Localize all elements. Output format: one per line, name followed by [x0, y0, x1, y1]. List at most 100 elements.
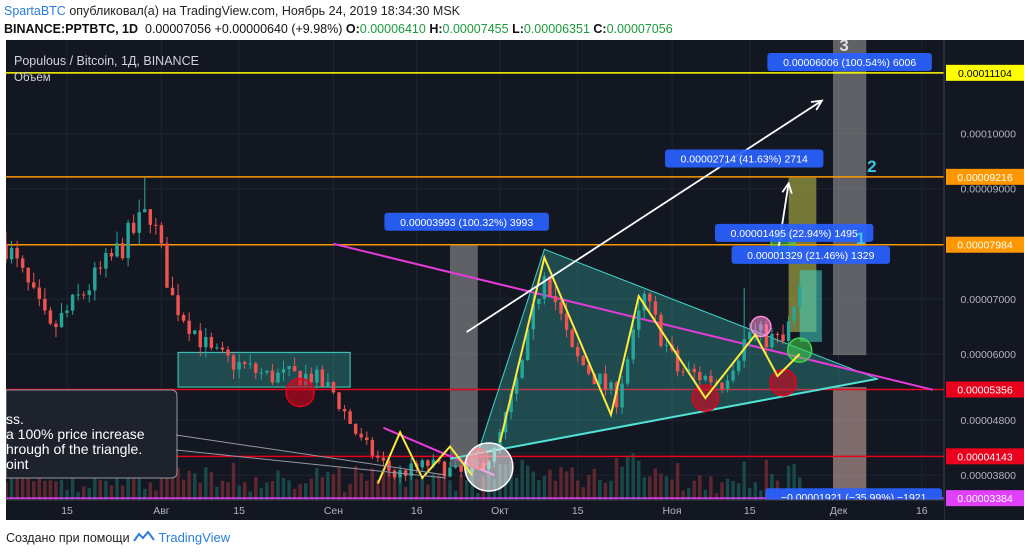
volume-bar	[326, 471, 330, 500]
candle-body	[381, 457, 386, 461]
volume-bar	[714, 493, 719, 500]
volume-bar	[126, 471, 130, 500]
volume-bar	[370, 468, 375, 500]
measure-box	[799, 270, 822, 342]
volume-bar	[509, 461, 513, 500]
footer-created: Создано при помощи	[6, 531, 130, 545]
volume-bar	[531, 471, 535, 500]
volume-bar	[81, 486, 86, 500]
candle-body	[342, 408, 347, 412]
candle-body	[403, 470, 408, 476]
candle-body	[609, 382, 613, 390]
candle-body	[775, 333, 780, 335]
volume-bar	[537, 480, 541, 500]
measure-box	[832, 40, 867, 356]
volume-bar	[376, 479, 380, 500]
price-axis[interactable]	[944, 40, 1024, 520]
tradingview-logo-icon	[133, 530, 155, 542]
candle-body	[331, 382, 336, 393]
candle-body	[387, 460, 391, 471]
candle-body	[420, 460, 424, 468]
candle-body	[4, 243, 8, 260]
candle-body	[548, 276, 552, 296]
volume-bar	[220, 480, 225, 500]
note-line-1: ss.	[6, 411, 24, 427]
volume-bar	[448, 480, 452, 500]
volume-bar	[703, 489, 708, 500]
x-tick-label: 15	[572, 505, 584, 517]
close-label: C:	[593, 22, 607, 36]
candle-body	[37, 287, 42, 299]
candle-body	[165, 243, 169, 288]
volume-bar	[115, 469, 119, 500]
x-tick-label: 15	[744, 505, 756, 517]
candle-body	[698, 372, 702, 381]
open-label: O:	[345, 22, 360, 36]
measure-label-bg	[767, 53, 932, 72]
candle-body	[226, 349, 230, 356]
candle-body	[187, 320, 191, 334]
candle-body	[675, 350, 680, 372]
candle-body	[26, 267, 30, 283]
volume-bar	[564, 471, 569, 500]
volume-bar	[315, 467, 319, 500]
candle-body	[309, 373, 313, 383]
chart[interactable]: 0.00003993 (100.32%) 3993 0.00006006 (100…	[4, 36, 1024, 520]
candle-body	[276, 372, 280, 383]
candle-body	[542, 276, 547, 299]
candle-body	[137, 212, 141, 233]
volume-bar	[170, 471, 175, 500]
volume-bar	[609, 480, 613, 500]
note-box[interactable]: ss. a 100% price increase hrough of the …	[5, 389, 447, 479]
candle-body	[126, 222, 130, 259]
volume-bar	[20, 474, 25, 500]
chart-svg[interactable]: 0.00003993 (100.32%) 3993 0.00006006 (100…	[4, 36, 1024, 520]
marker-circle	[285, 377, 315, 408]
volume-bar	[731, 480, 735, 500]
volume-bar	[575, 480, 580, 500]
volume-bar	[675, 463, 680, 500]
measure-label: 0.00003993 (100.32%) 3993	[400, 217, 533, 229]
volume-bar	[514, 477, 519, 500]
volume-bar	[287, 480, 291, 500]
measure-boxes	[177, 40, 867, 499]
level-tag	[946, 381, 1024, 398]
author-link[interactable]: SpartaBTC	[4, 4, 66, 18]
volume-bar	[76, 492, 80, 500]
candle-body	[248, 363, 252, 365]
volume-bar	[476, 492, 480, 500]
x-tick-label: Окт	[491, 505, 509, 517]
candle-body	[781, 334, 785, 342]
volume-bar	[786, 465, 791, 500]
x-tick-label: Сен	[324, 505, 343, 517]
volume-bar	[698, 475, 702, 500]
volume-bar	[342, 492, 347, 500]
candle-body	[287, 366, 291, 370]
candle-body	[270, 370, 275, 383]
volume-bar	[398, 469, 402, 500]
marker-circle	[750, 315, 772, 338]
x-tick-label: 15	[233, 505, 245, 517]
volume-bar	[548, 469, 552, 500]
candle-body	[509, 393, 513, 413]
volume-bar	[559, 466, 563, 500]
marker-circle	[786, 337, 813, 363]
candle-body	[553, 295, 558, 302]
volume-bar	[104, 480, 108, 500]
volume-bar	[248, 491, 252, 500]
x-tick-label: Ноя	[662, 505, 681, 517]
time-axis[interactable]	[6, 500, 944, 520]
arrow-head	[781, 181, 793, 195]
volume-bar	[681, 490, 685, 500]
candle-body	[115, 243, 119, 257]
candle-body	[581, 356, 585, 366]
candle-body	[170, 287, 175, 296]
candle-body	[770, 333, 774, 348]
volume-bar	[759, 490, 763, 500]
publish-text: опубликовал(а) на TradingView.com, Ноябр…	[65, 4, 461, 18]
candle-body	[370, 439, 375, 456]
volume-bar	[98, 480, 103, 500]
footer-brand[interactable]: TradingView	[158, 530, 231, 545]
zigzag-large	[499, 254, 801, 443]
candle-body	[448, 467, 452, 477]
